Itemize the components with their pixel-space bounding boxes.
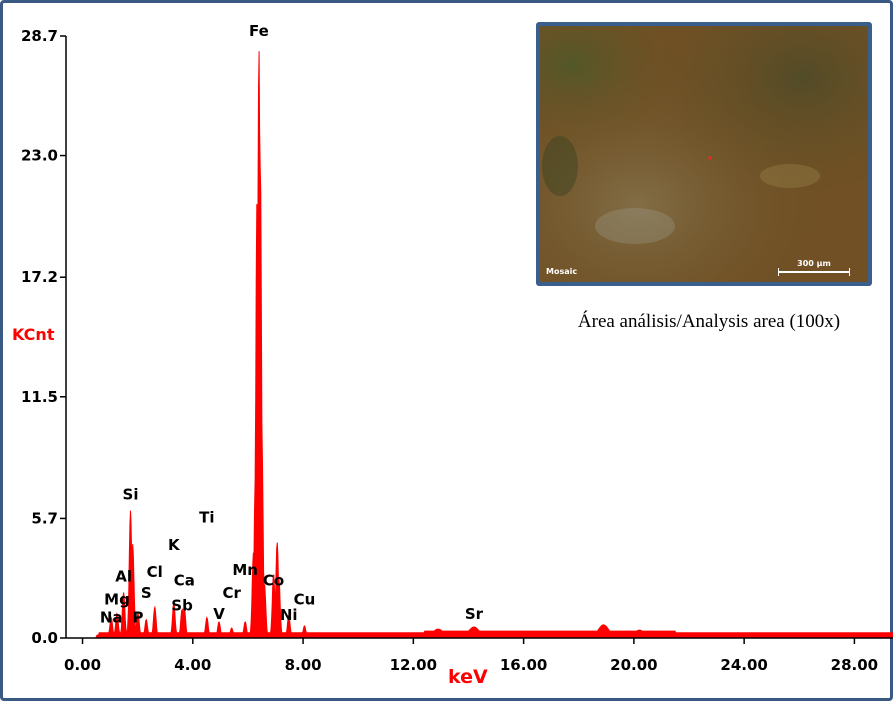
x-tick-label: 8.00 xyxy=(285,656,322,674)
y-tick-label: 5.7 xyxy=(31,509,58,527)
x-tick-label: 16.00 xyxy=(500,656,547,674)
element-label: K xyxy=(168,536,181,554)
y-tick-label: 28.7 xyxy=(21,27,58,45)
analysis-area-micrograph: Mosaic 300 µm xyxy=(536,22,872,286)
element-label: Sb xyxy=(171,597,193,615)
element-label: Ni xyxy=(280,606,298,624)
element-label: Ca xyxy=(174,572,195,590)
element-label: Na xyxy=(100,608,123,626)
element-label: Mg xyxy=(104,590,130,608)
element-label: Fe xyxy=(249,22,269,40)
element-label: V xyxy=(213,605,225,623)
y-tick-label: 23.0 xyxy=(21,147,58,165)
y-axis-title: KCnt xyxy=(12,325,55,344)
y-tick-label: 11.5 xyxy=(21,388,58,406)
element-label: Ti xyxy=(199,509,214,527)
scale-bar-label: 300 µm xyxy=(797,259,831,268)
element-label: Mn xyxy=(232,561,258,579)
x-axis-title: keV xyxy=(448,666,488,688)
element-label: P xyxy=(132,608,143,626)
y-tick-label: 0.0 xyxy=(31,629,58,647)
x-tick-label: 28.00 xyxy=(831,656,878,674)
y-tick-label: 17.2 xyxy=(21,268,58,286)
spectrum-area xyxy=(95,51,893,639)
element-label: Si xyxy=(123,486,139,504)
element-label: S xyxy=(141,584,152,602)
mosaic-label: Mosaic xyxy=(546,267,578,276)
x-tick-label: 24.00 xyxy=(720,656,767,674)
x-tick-label: 20.00 xyxy=(610,656,657,674)
element-label: Cl xyxy=(147,563,163,581)
x-tick-label: 12.00 xyxy=(390,656,437,674)
element-label: Al xyxy=(115,567,132,585)
x-tick-label: 0.00 xyxy=(64,656,101,674)
element-label: Sr xyxy=(465,605,484,623)
x-tick-label: 4.00 xyxy=(174,656,211,674)
micrograph-image xyxy=(540,26,868,282)
element-label: Co xyxy=(263,572,284,590)
inset-caption: Área análisis/Analysis area (100x) xyxy=(577,311,841,332)
element-label: Cu xyxy=(294,590,316,608)
scale-bar xyxy=(778,268,850,276)
element-label: Cr xyxy=(222,584,241,602)
